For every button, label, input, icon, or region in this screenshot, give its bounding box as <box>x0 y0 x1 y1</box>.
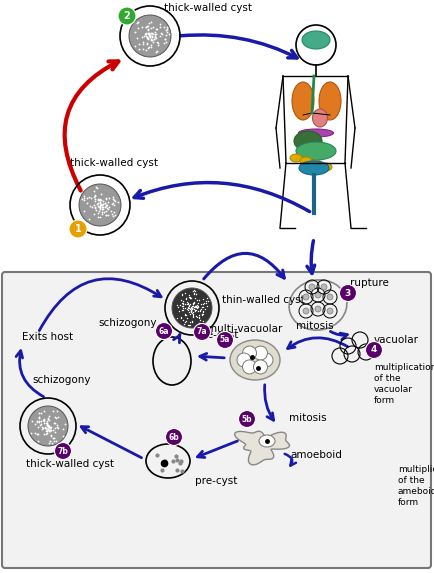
Text: 5b: 5b <box>241 414 252 423</box>
Circle shape <box>165 429 182 445</box>
Text: pre-cyst: pre-cyst <box>194 476 237 486</box>
Text: pre-cyst: pre-cyst <box>196 330 238 340</box>
Circle shape <box>238 410 255 427</box>
Ellipse shape <box>319 163 331 171</box>
Ellipse shape <box>258 435 274 447</box>
Ellipse shape <box>309 160 321 168</box>
Ellipse shape <box>230 340 279 380</box>
Ellipse shape <box>299 157 311 165</box>
Circle shape <box>326 294 332 300</box>
Circle shape <box>129 15 171 57</box>
Text: mitosis: mitosis <box>289 413 326 423</box>
Text: 2: 2 <box>123 11 130 21</box>
Ellipse shape <box>298 129 333 137</box>
Text: thick-walled cyst: thick-walled cyst <box>164 3 251 13</box>
Circle shape <box>54 442 71 460</box>
Circle shape <box>365 342 381 359</box>
Circle shape <box>28 406 68 446</box>
Text: thin-walled cyst: thin-walled cyst <box>221 295 304 305</box>
Ellipse shape <box>301 31 329 49</box>
Circle shape <box>237 353 250 367</box>
Ellipse shape <box>291 82 313 120</box>
Text: Exits host: Exits host <box>22 332 73 342</box>
Circle shape <box>308 284 314 290</box>
Polygon shape <box>234 431 289 465</box>
Text: 4: 4 <box>370 346 376 355</box>
Circle shape <box>302 294 308 300</box>
Circle shape <box>216 332 233 348</box>
Circle shape <box>118 7 136 25</box>
Text: schizogony: schizogony <box>99 318 157 328</box>
Text: 7b: 7b <box>57 446 68 456</box>
Circle shape <box>339 285 356 301</box>
Circle shape <box>69 220 87 238</box>
Circle shape <box>314 292 320 298</box>
Text: vacuolar: vacuolar <box>373 335 418 345</box>
Text: multiplication
of the
vacuolar
form: multiplication of the vacuolar form <box>373 363 434 405</box>
Circle shape <box>320 284 326 290</box>
Circle shape <box>302 308 308 314</box>
Ellipse shape <box>293 131 321 151</box>
Circle shape <box>242 360 256 374</box>
Text: 5a: 5a <box>219 336 230 344</box>
Text: 3: 3 <box>344 288 350 297</box>
Circle shape <box>79 184 121 226</box>
Circle shape <box>193 324 210 340</box>
Text: thick-walled cyst: thick-walled cyst <box>26 459 114 469</box>
Text: mitosis: mitosis <box>296 321 333 331</box>
Circle shape <box>258 353 273 367</box>
Text: multi-vacuolar: multi-vacuolar <box>207 324 282 334</box>
Ellipse shape <box>295 142 335 160</box>
Circle shape <box>253 346 267 360</box>
Ellipse shape <box>289 154 301 162</box>
Circle shape <box>242 346 256 360</box>
Circle shape <box>155 323 172 339</box>
Circle shape <box>326 308 332 314</box>
Text: 6a: 6a <box>158 327 169 336</box>
Text: 1: 1 <box>75 224 81 234</box>
Circle shape <box>171 288 211 328</box>
Circle shape <box>253 360 267 374</box>
Ellipse shape <box>298 161 328 175</box>
Text: rupture: rupture <box>349 278 388 288</box>
Ellipse shape <box>312 109 327 127</box>
Text: 6b: 6b <box>168 433 179 442</box>
Circle shape <box>314 306 320 312</box>
Text: multiplication
of the
ameboid
form: multiplication of the ameboid form <box>397 465 434 507</box>
FancyBboxPatch shape <box>2 272 430 568</box>
Text: schizogony: schizogony <box>33 375 91 385</box>
Text: amoeboid: amoeboid <box>289 450 341 460</box>
Text: 7a: 7a <box>196 328 207 336</box>
Text: thick-walled cyst: thick-walled cyst <box>70 158 158 168</box>
Ellipse shape <box>318 82 340 120</box>
